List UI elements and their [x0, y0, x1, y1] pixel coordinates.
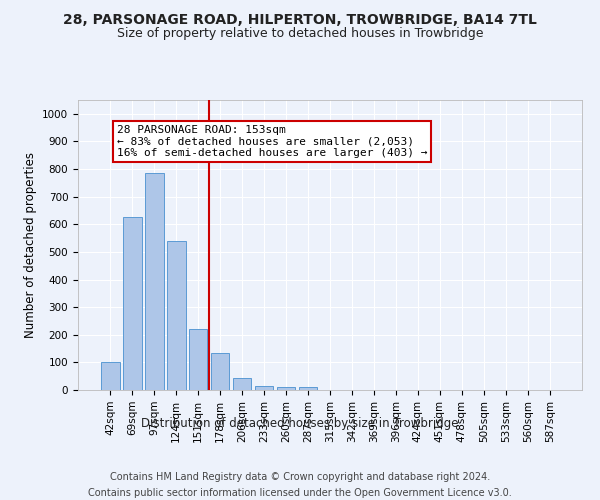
Bar: [145, 172, 164, 390]
Bar: [211, 354, 229, 390]
Bar: [189, 328, 208, 390]
Bar: [233, 378, 251, 390]
Y-axis label: Number of detached properties: Number of detached properties: [23, 152, 37, 338]
Bar: [255, 386, 274, 390]
Bar: [123, 218, 142, 390]
Text: Size of property relative to detached houses in Trowbridge: Size of property relative to detached ho…: [117, 28, 483, 40]
Text: Distribution of detached houses by size in Trowbridge: Distribution of detached houses by size …: [141, 418, 459, 430]
Bar: [299, 387, 317, 390]
Text: Contains HM Land Registry data © Crown copyright and database right 2024.: Contains HM Land Registry data © Crown c…: [110, 472, 490, 482]
Bar: [277, 387, 295, 390]
Text: 28, PARSONAGE ROAD, HILPERTON, TROWBRIDGE, BA14 7TL: 28, PARSONAGE ROAD, HILPERTON, TROWBRIDG…: [63, 12, 537, 26]
Text: Contains public sector information licensed under the Open Government Licence v3: Contains public sector information licen…: [88, 488, 512, 498]
Bar: [167, 241, 185, 390]
Text: 28 PARSONAGE ROAD: 153sqm
← 83% of detached houses are smaller (2,053)
16% of se: 28 PARSONAGE ROAD: 153sqm ← 83% of detac…: [117, 125, 427, 158]
Bar: [101, 362, 119, 390]
